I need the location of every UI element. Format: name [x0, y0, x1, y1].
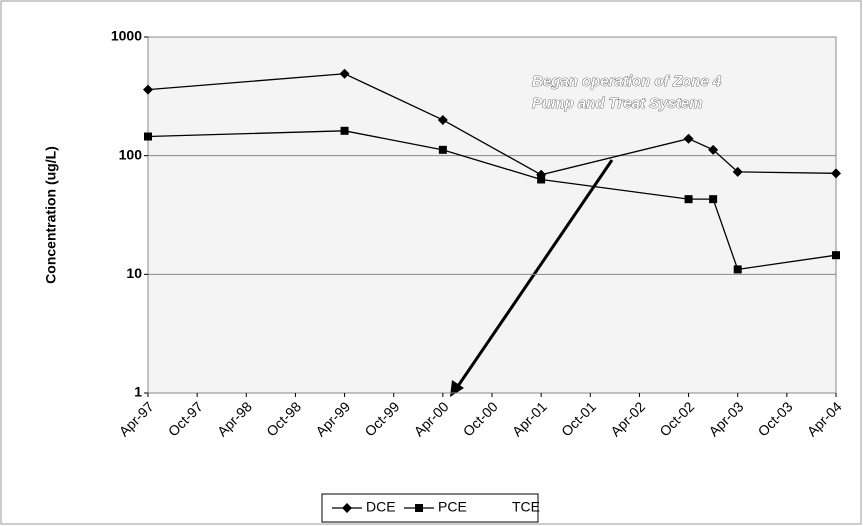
data-point	[143, 84, 153, 95]
annotation-text: Pump and Treat System	[532, 95, 703, 112]
data-point	[831, 168, 841, 179]
data-point	[684, 195, 693, 204]
y-axis-label: Concentration (ug/L)	[43, 146, 59, 284]
data-point	[732, 166, 743, 177]
legend-label: DCE	[366, 499, 396, 515]
data-point	[339, 68, 350, 79]
data-line	[147, 130, 837, 271]
data-point	[437, 114, 448, 125]
annotation-text: Began operation of Zone 4	[532, 73, 722, 90]
data-point	[537, 175, 546, 184]
y-tick-label: 1	[134, 384, 142, 400]
data-point	[832, 251, 840, 260]
data-point	[683, 133, 694, 144]
legend-marker	[415, 504, 423, 512]
data-point	[733, 265, 742, 274]
legend-marker	[342, 503, 352, 513]
data-point	[709, 195, 718, 204]
plot-area	[147, 36, 837, 394]
data-point	[144, 132, 152, 141]
data-point	[438, 145, 447, 154]
y-tick-label: 1000	[111, 28, 142, 44]
y-tick-label: 10	[126, 265, 142, 281]
legend-label: PCE	[438, 499, 467, 515]
data-point	[340, 126, 349, 135]
data-line	[147, 73, 837, 176]
data-point	[708, 144, 719, 155]
y-tick-label: 100	[119, 146, 143, 162]
legend-label: TCE	[512, 499, 540, 515]
